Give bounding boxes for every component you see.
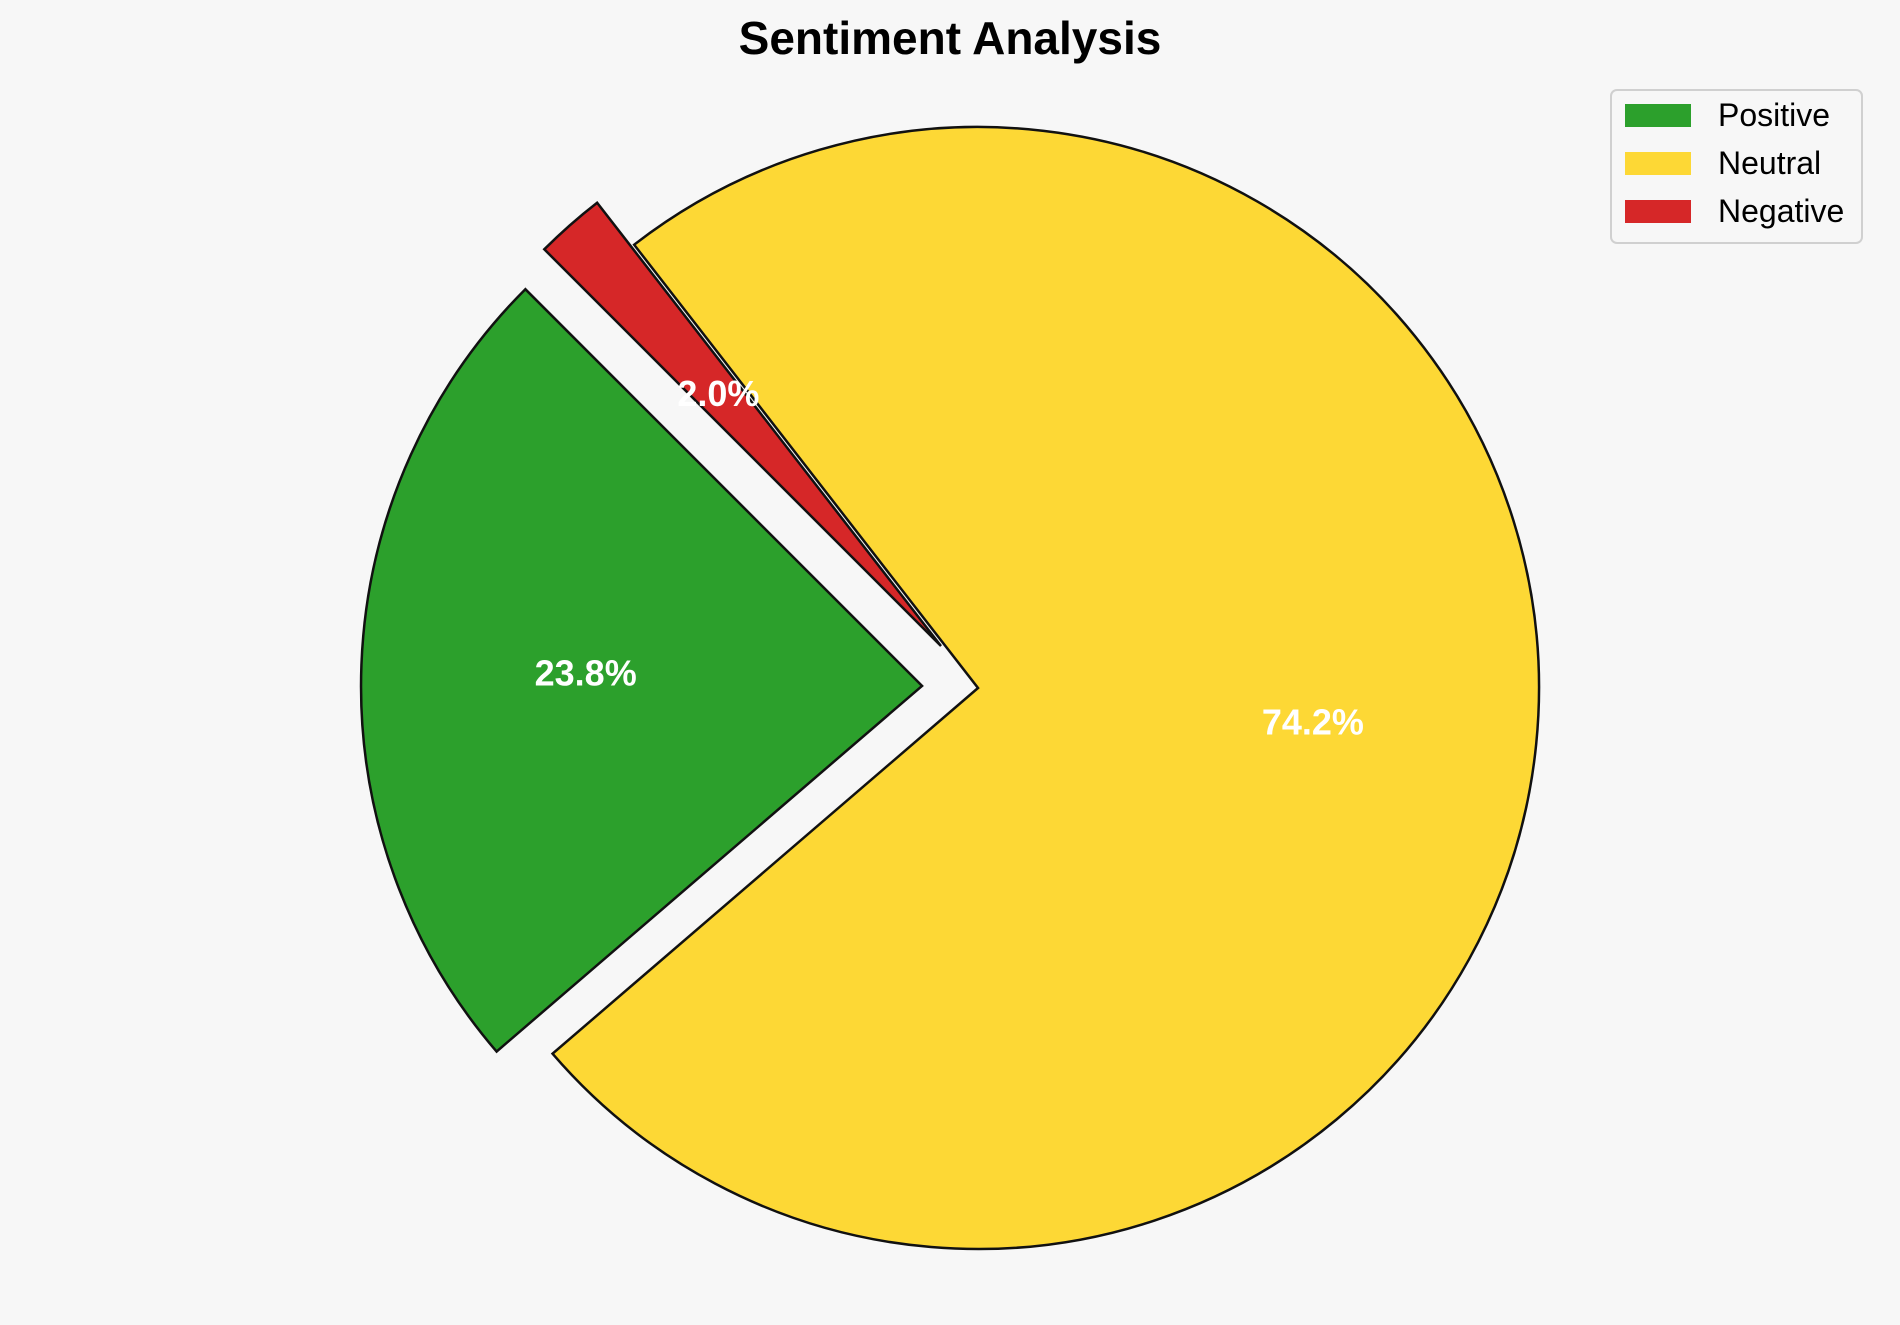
legend: Positive Neutral Negative — [1610, 89, 1863, 244]
pie-percent-labels: 23.8% 74.2% 2.0% — [535, 373, 1364, 742]
legend-label-negative: Negative — [1718, 193, 1844, 229]
legend-items: Positive Neutral Negative — [1625, 97, 1844, 229]
pct-label-positive: 23.8% — [535, 653, 637, 694]
legend-label-neutral: Neutral — [1718, 145, 1821, 181]
legend-swatch-negative — [1625, 200, 1691, 223]
legend-swatch-positive — [1625, 104, 1691, 127]
pie-slice-negative — [542, 200, 942, 647]
chart-title: Sentiment Analysis — [739, 12, 1162, 64]
legend-swatch-neutral — [1625, 152, 1691, 175]
pct-label-negative: 2.0% — [677, 373, 759, 414]
legend-label-positive: Positive — [1718, 97, 1830, 133]
pct-label-neutral: 74.2% — [1262, 701, 1364, 742]
pie-slice-neutral — [550, 125, 1541, 1251]
pie-slices — [359, 125, 1541, 1251]
pie-slice-positive — [359, 287, 924, 1054]
